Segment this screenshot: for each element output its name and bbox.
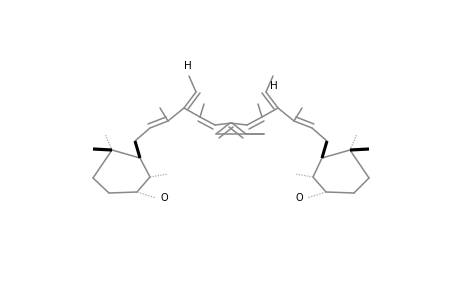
Text: O: O [295, 193, 302, 203]
Text: O: O [160, 193, 168, 203]
Text: H: H [269, 81, 277, 91]
Text: H: H [184, 61, 191, 71]
